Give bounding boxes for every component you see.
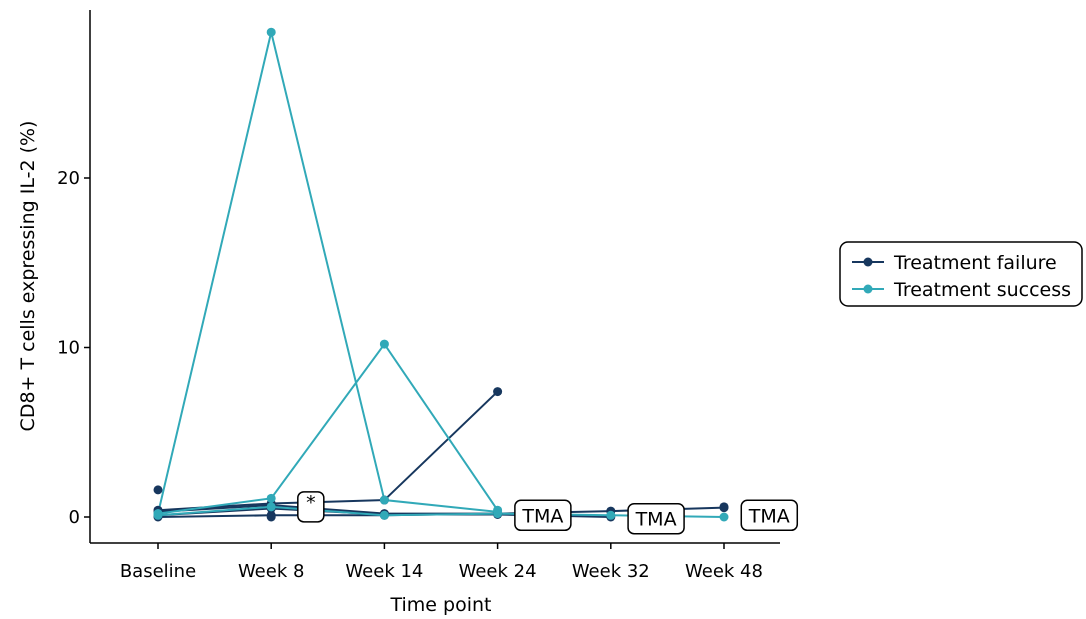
data-point <box>493 387 503 397</box>
x-tick-label: Week 48 <box>685 561 763 582</box>
annotation-label: TMA <box>635 509 677 531</box>
data-point <box>379 339 389 349</box>
x-tick-label: Baseline <box>120 561 196 582</box>
x-tick-label: Week 24 <box>459 561 537 582</box>
series-line <box>157 31 498 514</box>
data-point <box>379 510 389 520</box>
annotations: * TMA TMA TMA <box>297 491 799 535</box>
series-line <box>157 342 499 515</box>
x-tick-label: Week 8 <box>238 561 305 582</box>
legend-label: Treatment success <box>893 279 1071 301</box>
y-tick-label: 0 <box>69 507 80 528</box>
legend-box <box>839 241 1083 307</box>
data-point <box>493 509 503 519</box>
legend-swatch-marker <box>863 257 873 267</box>
y-tick-label: 20 <box>57 168 80 189</box>
data-point <box>606 510 616 520</box>
annotation-box <box>514 499 572 532</box>
data-point <box>153 510 163 520</box>
x-tick-label: Week 14 <box>345 561 423 582</box>
data-point <box>266 493 276 503</box>
axes: 0 10 20 Baseline Week 8 Week 14 Week 24 Week 32… <box>57 10 780 582</box>
annotation-label: TMA <box>748 505 790 527</box>
x-tick-label: Week 32 <box>572 561 650 582</box>
annotation-label: * <box>306 492 316 514</box>
legend-label: Treatment failure <box>893 252 1057 274</box>
annotation-box <box>297 491 325 523</box>
data-point <box>266 27 276 37</box>
x-axis-title: Time point <box>390 594 492 616</box>
annotation-box <box>740 499 799 532</box>
data-points <box>153 27 729 522</box>
data-point <box>719 503 729 513</box>
data-point <box>266 512 276 522</box>
legend: Treatment failure Treatment success <box>839 241 1083 307</box>
series-lines <box>157 31 725 518</box>
y-tick-label: 10 <box>57 338 80 359</box>
data-point <box>379 495 389 505</box>
annotation-box <box>627 502 685 535</box>
data-point <box>719 512 729 522</box>
data-point <box>266 502 276 512</box>
y-axis-title: CD8+ T cells expressing IL-2 (%) <box>17 121 39 432</box>
annotation-label: TMA <box>521 505 563 527</box>
legend-swatch-marker <box>863 284 873 294</box>
series-line <box>157 390 499 512</box>
data-point <box>153 485 163 495</box>
